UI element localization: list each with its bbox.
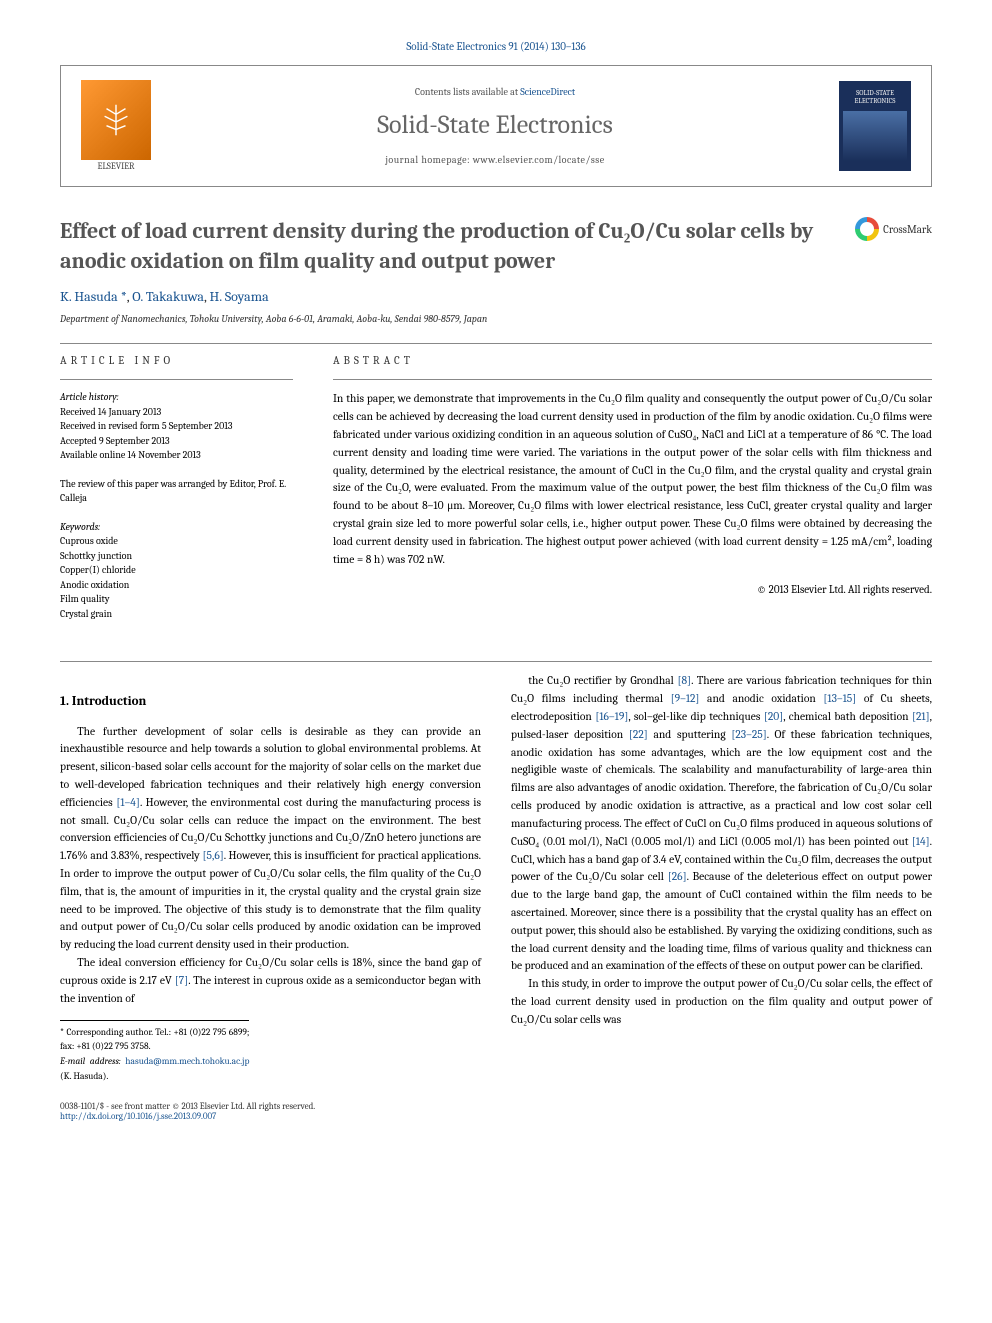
citation-header: Solid-State Electronics 91 (2014) 130–13… [60, 40, 932, 53]
crossmark-icon [855, 217, 879, 241]
sciencedirect-link[interactable]: ScienceDirect [520, 86, 575, 98]
publisher-logo-wrap: ELSEVIER [81, 80, 151, 172]
section-1-heading: 1. Introduction [60, 692, 481, 712]
doi-link[interactable]: http://dx.doi.org/10.1016/j.sse.2013.09.… [60, 1112, 932, 1122]
journal-homepage-line: journal homepage: www.elsevier.com/locat… [151, 154, 839, 166]
intro-p1: The further development of solar cells i… [60, 723, 481, 955]
elsevier-tree-logo [81, 80, 151, 160]
intro-p2: The ideal conversion efficiency for Cu₂O… [60, 954, 481, 1007]
review-note: The review of this paper was arranged by… [60, 477, 293, 506]
contents-available-line: Contents lists available at ScienceDirec… [151, 86, 839, 98]
keywords-block: Keywords: Cuprous oxide Schottky junctio… [60, 520, 293, 622]
author-3[interactable]: H. Soyama [210, 288, 269, 305]
abstract-col: ABSTRACT In this paper, we demonstrate t… [333, 354, 932, 635]
article-history: Article history: Received 14 January 201… [60, 390, 293, 463]
journal-cover-thumb: SOLID-STATE ELECTRONICS [839, 81, 911, 171]
abstract-copyright: © 2013 Elsevier Ltd. All rights reserved… [333, 583, 932, 596]
abstract-text: In this paper, we demonstrate that impro… [333, 390, 932, 568]
intro-p4: In this study, in order to improve the o… [511, 975, 932, 1028]
author-2[interactable]: O. Takakuwa [132, 288, 204, 305]
abstract-label: ABSTRACT [333, 354, 932, 367]
crossmark-badge[interactable]: CrossMark [855, 217, 932, 241]
tree-icon [97, 101, 135, 139]
publisher-name: ELSEVIER [81, 162, 151, 172]
body-columns: 1. Introduction The further development … [60, 672, 932, 1084]
article-info-label: ARTICLE INFO [60, 354, 293, 367]
intro-p3: the Cu₂O rectifier by Grondhal [8]. Ther… [511, 672, 932, 975]
corr-email[interactable]: hasuda@mm.mech.tohoku.ac.jp [125, 1056, 249, 1067]
journal-name: Solid-State Electronics [151, 110, 839, 140]
authors-line: K. Hasuda *, O. Takakuwa, H. Soyama [60, 288, 932, 305]
journal-homepage-url[interactable]: www.elsevier.com/locate/sse [473, 154, 605, 166]
article-title: Effect of load current density during th… [60, 217, 855, 276]
page-footer: 0038-1101/$ - see front matter © 2013 El… [60, 1102, 932, 1122]
article-info-col: ARTICLE INFO Article history: Received 1… [60, 354, 293, 635]
author-1[interactable]: K. Hasuda [60, 288, 118, 305]
cover-art [843, 111, 907, 161]
corresponding-footnote: * Corresponding author. Tel.: +81 (0)22 … [60, 1020, 249, 1085]
journal-header-box: ELSEVIER Contents lists available at Sci… [60, 65, 932, 187]
affiliation: Department of Nanomechanics, Tohoku Univ… [60, 313, 932, 325]
journal-header-center: Contents lists available at ScienceDirec… [151, 86, 839, 166]
